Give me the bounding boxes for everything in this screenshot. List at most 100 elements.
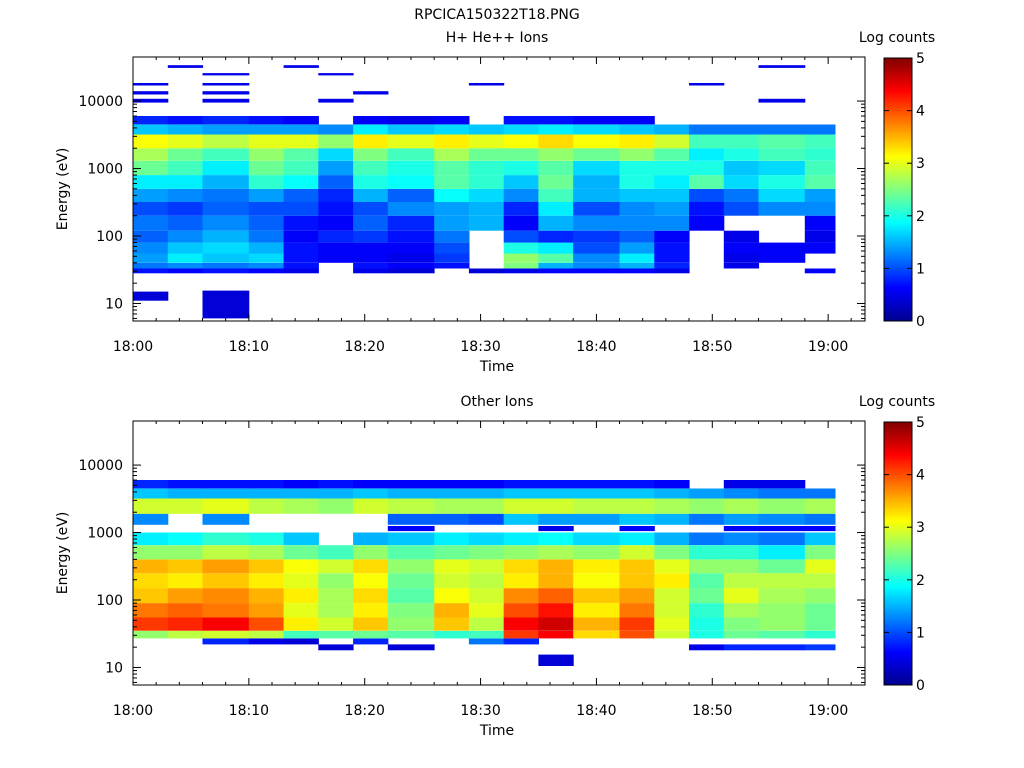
- heatmap-cell: [248, 230, 285, 243]
- heatmap-cell: [353, 498, 389, 514]
- heatmap-cell: [538, 488, 574, 499]
- heatmap-cell: [387, 513, 435, 525]
- heatmap-cell: [202, 124, 250, 135]
- heatmap-cell: [318, 134, 354, 149]
- heatmap-cell: [468, 545, 505, 560]
- heatmap-cell: [619, 124, 655, 135]
- heatmap-cell: [538, 134, 574, 149]
- heatmap-cell: [434, 573, 470, 589]
- heatmap-cell: [573, 488, 620, 499]
- colorbar-tick-label: 4: [916, 468, 925, 484]
- heatmap-cell: [353, 230, 389, 243]
- panel-other-ions: Other Ions 18:00 18:10 18:20 18:30 18:40 18:50…: [55, 394, 935, 739]
- heatmap-cell: [202, 160, 250, 176]
- heatmap-cell: [318, 188, 354, 202]
- heatmap-cell: [167, 230, 204, 243]
- heatmap-cell: [689, 603, 725, 618]
- heatmap-cell: [654, 513, 690, 525]
- heatmap-cell: [318, 175, 354, 189]
- heatmap-cell: [804, 230, 836, 243]
- heatmap-cell: [248, 268, 285, 274]
- y-axis-label: Energy (eV): [55, 148, 71, 231]
- heatmap-cell: [133, 573, 169, 589]
- heatmap-cell: [202, 73, 250, 76]
- heatmap-cell: [318, 588, 354, 604]
- heatmap-cell: [434, 124, 470, 135]
- heatmap-cell: [133, 160, 169, 176]
- heatmap-cell: [804, 630, 836, 639]
- heatmap-cell: [619, 175, 655, 189]
- heatmap-cell: [387, 134, 435, 149]
- heatmap-cell: [503, 630, 539, 639]
- heatmap-cell: [573, 188, 620, 202]
- heatmap-cell: [503, 268, 539, 274]
- x-tick-label: 18:20: [345, 703, 385, 719]
- heatmap-cell: [804, 160, 836, 176]
- heatmap-cell: [167, 573, 204, 589]
- heatmap-cell: [318, 253, 354, 263]
- heatmap-cell: [619, 268, 655, 274]
- heatmap-cell: [573, 603, 620, 618]
- heatmap-cell: [133, 268, 169, 274]
- heatmap-cell: [689, 559, 725, 574]
- heatmap-cell: [167, 262, 204, 269]
- heatmap-cell: [202, 268, 250, 274]
- heatmap-cell: [318, 242, 354, 254]
- heatmap-cell: [723, 175, 760, 189]
- heatmap-cell: [689, 160, 725, 176]
- colorbar: 0 1 2 3 4 5 Log counts: [859, 394, 935, 694]
- heatmap-cell: [503, 532, 539, 546]
- heatmap-cell: [167, 268, 204, 274]
- heatmap-cell: [202, 617, 250, 631]
- heatmap-cell: [723, 160, 760, 176]
- heatmap-cell: [133, 242, 169, 254]
- heatmap-cell: [353, 573, 389, 589]
- heatmap-cell: [434, 513, 470, 525]
- heatmap-cell: [387, 148, 435, 161]
- figure-title: RPCICA150322T18.PNG: [414, 7, 579, 23]
- heatmap-cell: [573, 253, 620, 263]
- heatmap-cell: [619, 134, 655, 149]
- heatmap-cell: [248, 215, 285, 231]
- y-tick-label: 10000: [78, 458, 123, 474]
- heatmap-cell: [468, 215, 505, 231]
- heatmap-cell: [133, 124, 169, 135]
- heatmap-cell: [387, 488, 435, 499]
- heatmap-cell: [387, 603, 435, 618]
- heatmap-cell: [387, 268, 435, 274]
- heatmap-cell: [387, 215, 435, 231]
- heatmap-cell: [689, 644, 725, 651]
- heatmap-cell: [283, 175, 319, 189]
- colorbar-gradient: [883, 421, 913, 686]
- heatmap-cell: [434, 253, 470, 263]
- heatmap-cell: [283, 201, 319, 216]
- heatmap-cell: [538, 175, 574, 189]
- heatmap-cell: [758, 532, 806, 546]
- heatmap-cell: [248, 124, 285, 135]
- heatmap-cell: [758, 559, 806, 574]
- heatmap-cell: [723, 588, 760, 604]
- heatmap-cell: [619, 230, 655, 243]
- heatmap-cell: [283, 588, 319, 604]
- heatmap-cell: [689, 498, 725, 514]
- heatmap-cell: [202, 559, 250, 574]
- heatmap-cell: [538, 230, 574, 243]
- heatmap-cell: [353, 253, 389, 263]
- heatmap-cell: [573, 242, 620, 254]
- heatmap-cell: [503, 188, 539, 202]
- heatmap-cell: [538, 188, 574, 202]
- heatmap-cell: [619, 188, 655, 202]
- heatmap-cell: [758, 526, 806, 532]
- heatmap-cell: [758, 488, 806, 499]
- heatmap-cell: [248, 588, 285, 604]
- heatmap-cell: [353, 630, 389, 639]
- heatmap-cell: [202, 83, 250, 86]
- heatmap-cell: [758, 253, 806, 263]
- heatmap-cell: [468, 638, 505, 645]
- heatmap-cell: [353, 188, 389, 202]
- heatmap-cell: [248, 638, 285, 645]
- heatmap-cell: [758, 98, 806, 103]
- heatmap-cell: [654, 268, 690, 274]
- x-tick-label: 18:30: [460, 339, 500, 355]
- heatmap-cell: [387, 617, 435, 631]
